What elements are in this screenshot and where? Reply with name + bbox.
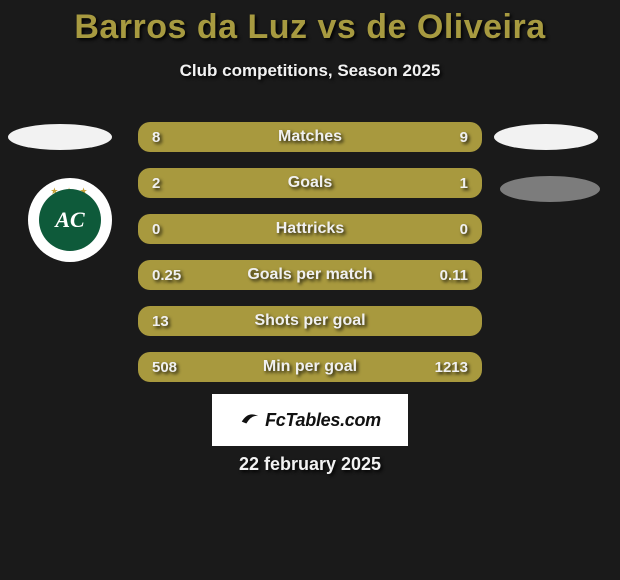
stat-label: Hattricks [138,220,482,238]
club-monogram: AC [55,207,84,233]
stat-bar-row: 13Shots per goal [138,306,482,336]
club-badge: ★ ★ ★ AC [28,178,112,262]
player-right-secondary [500,176,600,202]
player-left-avatar [8,124,112,150]
stat-label: Shots per goal [138,312,482,330]
swoosh-icon [239,407,261,434]
infographic-date: 22 february 2025 [0,454,620,475]
stat-bar-row: 0.25Goals per match0.11 [138,260,482,290]
stat-label: Goals [138,174,482,192]
stat-label: Goals per match [138,266,482,284]
stat-bars: 8Matches9 2Goals1 0Hattricks0 0.25Goals per… [138,122,482,398]
stat-label: Min per goal [138,358,482,376]
stat-right-value: 1213 [435,359,468,376]
stat-label: Matches [138,128,482,146]
stat-bar-row: 0Hattricks0 [138,214,482,244]
club-badge-inner: AC [39,189,101,251]
stat-bar-row: 8Matches9 [138,122,482,152]
stat-bar-row: 508Min per goal1213 [138,352,482,382]
site-logo-label: FcTables.com [265,410,381,431]
stat-right-value: 9 [460,129,468,146]
page-subtitle: Club competitions, Season 2025 [0,47,620,81]
player-right-avatar [494,124,598,150]
stat-right-value: 0 [460,221,468,238]
site-logo-text: FcTables.com [239,407,381,434]
stat-bar-row: 2Goals1 [138,168,482,198]
site-logo: FcTables.com [212,394,408,446]
page-title: Barros da Luz vs de Oliveira [0,0,620,47]
stat-right-value: 1 [460,175,468,192]
stat-right-value: 0.11 [440,267,468,284]
